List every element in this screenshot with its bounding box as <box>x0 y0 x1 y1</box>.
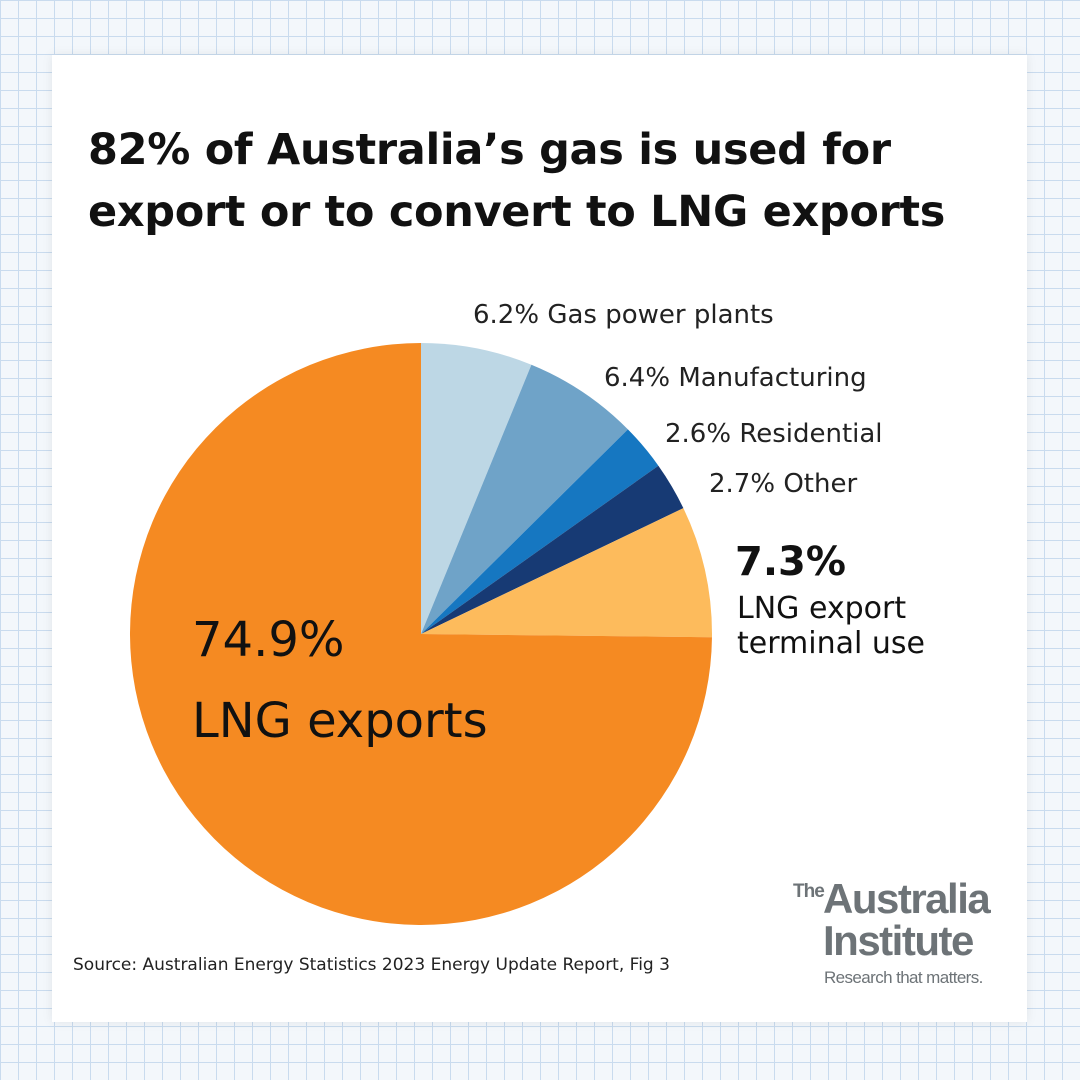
slice-lng-export-terminal-use <box>421 508 712 638</box>
logo-tagline: Research that matters. <box>824 968 983 987</box>
label-terminal-line-2: terminal use <box>737 626 925 661</box>
slice-residential <box>421 429 659 634</box>
slice-lng-exports <box>129 343 712 926</box>
label-lng-exports-pct: 74.9% <box>192 612 344 668</box>
slice-manufacturing <box>421 364 628 634</box>
label-gas-power-plants: 6.2% Gas power plants <box>473 300 774 330</box>
chart-title: 82% of Australia’s gas is used for expor… <box>88 119 998 243</box>
chart-title-line-1: 82% of Australia’s gas is used for <box>88 125 891 175</box>
logo-line-2: Institute <box>823 917 974 964</box>
label-residential: 2.6% Residential <box>665 419 883 449</box>
label-other: 2.7% Other <box>709 469 857 499</box>
slice-other <box>421 465 684 634</box>
label-terminal-pct: 7.3% <box>735 539 846 585</box>
label-lng-exports-name: LNG exports <box>192 693 488 749</box>
logo-the: The <box>793 881 825 902</box>
label-terminal-line-1: LNG export <box>737 591 906 626</box>
slice-gas-power-plants <box>421 343 532 634</box>
chart-title-line-2: export or to convert to LNG exports <box>88 187 946 237</box>
pie-chart: 6.2% Gas power plants 6.4% Manufacturing… <box>129 300 925 926</box>
source-note: Source: Australian Energy Statistics 202… <box>73 955 670 975</box>
label-manufacturing: 6.4% Manufacturing <box>604 363 867 393</box>
chart-card: 82% of Australia’s gas is used for expor… <box>52 55 1027 1022</box>
logo-line-1: Australia <box>823 875 991 922</box>
